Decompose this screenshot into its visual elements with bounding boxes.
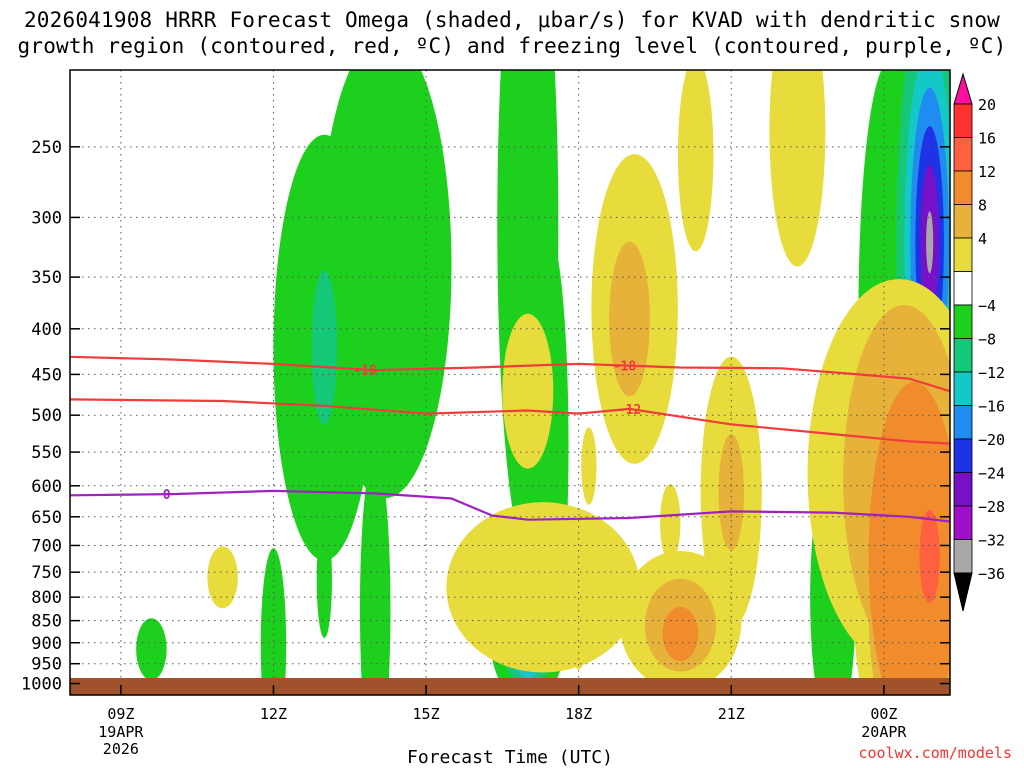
colorbar-swatch bbox=[953, 204, 973, 239]
y-tick-label: 950 bbox=[31, 655, 62, 675]
y-tick-label: 400 bbox=[31, 320, 62, 340]
colorbar-swatch bbox=[953, 338, 973, 373]
y-tick-label: 1000 bbox=[21, 675, 62, 695]
y-tick-label: 700 bbox=[31, 536, 62, 556]
y-tick-label: 350 bbox=[31, 268, 62, 288]
colorbar-label: 12 bbox=[978, 163, 996, 181]
omega-region-26 bbox=[718, 434, 744, 551]
omega-region-31 bbox=[581, 427, 597, 505]
omega-region-6 bbox=[359, 454, 391, 695]
x-tick-sublabel: 2026 bbox=[103, 740, 139, 758]
colorbar-label: 8 bbox=[978, 197, 987, 215]
x-tick-label: 21Z bbox=[718, 705, 745, 723]
omega-region-35 bbox=[662, 606, 699, 662]
x-tick-label: 18Z bbox=[565, 705, 592, 723]
omega-region-28 bbox=[502, 313, 554, 469]
y-tick-label: 550 bbox=[31, 443, 62, 463]
colorbar-swatch bbox=[953, 405, 973, 440]
colorbar-label: 4 bbox=[978, 230, 987, 248]
colorbar-label: −32 bbox=[978, 532, 1005, 550]
y-tick-label: 750 bbox=[31, 563, 62, 583]
y-tick-label: 500 bbox=[31, 406, 62, 426]
credit-link[interactable]: coolwx.com/models bbox=[858, 744, 1012, 762]
omega-region-30 bbox=[677, 70, 714, 252]
x-tick-label: 00Z bbox=[870, 705, 897, 723]
colorbar: 20 16 12 8 4 −4 −8 −12 −16 −20 −24 −28 −32 −36 bbox=[953, 72, 1005, 612]
omega-region-24 bbox=[609, 241, 650, 397]
colorbar-swatch bbox=[953, 170, 973, 205]
colorbar-label: −28 bbox=[978, 498, 1005, 516]
omega-shading bbox=[136, 70, 950, 695]
colorbar-label: −8 bbox=[978, 331, 996, 349]
omega-region-43 bbox=[919, 509, 940, 603]
y-tick-label: 300 bbox=[31, 208, 62, 228]
omega-region-9 bbox=[316, 521, 332, 638]
omega-region-27 bbox=[660, 483, 681, 562]
colorbar-swatch bbox=[953, 505, 973, 540]
y-tick-label: 450 bbox=[31, 365, 62, 385]
colorbar-swatch bbox=[953, 539, 973, 574]
y-tick-label: 650 bbox=[31, 508, 62, 528]
colorbar-label: −36 bbox=[978, 565, 1005, 583]
contour-lines: -18 -18 -12 0 bbox=[70, 355, 950, 523]
colorbar-label: −12 bbox=[978, 364, 1005, 382]
x-tick-sublabel: 19APR bbox=[98, 723, 144, 741]
colorbar-label: −24 bbox=[978, 465, 1005, 483]
contour--18 bbox=[70, 355, 950, 393]
omega-region-7 bbox=[260, 548, 287, 695]
colorbar-swatch bbox=[953, 371, 973, 406]
y-tick-label: 250 bbox=[31, 138, 62, 158]
chart-title-line-1: 2026041908 HRRR Forecast Omega (shaded, … bbox=[23, 8, 1001, 32]
omega-region-4 bbox=[311, 270, 338, 426]
y-tick-label: 900 bbox=[31, 634, 62, 654]
y-axis-ticks: 2503003504004505005506006507007508008509… bbox=[21, 138, 950, 695]
colorbar-label: 16 bbox=[978, 130, 996, 148]
contour-0 bbox=[70, 489, 950, 523]
omega-region-17 bbox=[926, 211, 934, 274]
colorbar-label: 20 bbox=[978, 96, 996, 114]
omega-region-37 bbox=[571, 607, 587, 670]
contour-label--12: -12 bbox=[618, 403, 641, 418]
x-tick-label: 15Z bbox=[413, 705, 440, 723]
omega-region-32 bbox=[446, 502, 640, 673]
x-axis-label: Forecast Time (UTC) bbox=[407, 747, 613, 768]
colorbar-bottom-arrow bbox=[953, 572, 973, 612]
contour-label--18: -18 bbox=[353, 363, 377, 378]
y-tick-label: 800 bbox=[31, 588, 62, 608]
colorbar-swatch bbox=[953, 271, 973, 306]
colorbar-label: −16 bbox=[978, 398, 1005, 416]
colorbar-swatch bbox=[953, 137, 973, 172]
x-tick-sublabel: 20APR bbox=[861, 723, 907, 741]
chart-title-line-2: growth region (contoured, red, ºC) and f… bbox=[17, 34, 1007, 58]
omega-region-42 bbox=[868, 382, 950, 695]
ground-surface bbox=[70, 678, 950, 695]
omega-region-29 bbox=[769, 70, 826, 267]
colorbar-swatch bbox=[953, 237, 973, 272]
x-tick-label: 09Z bbox=[107, 705, 134, 723]
colorbar-label: −20 bbox=[978, 431, 1005, 449]
y-tick-label: 850 bbox=[31, 612, 62, 632]
omega-region-36 bbox=[207, 546, 238, 609]
colorbar-swatch bbox=[953, 103, 973, 138]
y-tick-label: 600 bbox=[31, 477, 62, 497]
omega-region-8 bbox=[136, 618, 167, 681]
plot-frame bbox=[69, 69, 951, 696]
colorbar-swatch bbox=[953, 472, 973, 507]
colorbar-top-arrow bbox=[953, 72, 973, 105]
contour-label-0: 0 bbox=[163, 488, 171, 503]
colorbar-swatch bbox=[953, 438, 973, 473]
colorbar-label: −4 bbox=[978, 297, 996, 315]
colorbar-swatch bbox=[953, 304, 973, 339]
x-tick-label: 12Z bbox=[260, 705, 287, 723]
contour--12 bbox=[70, 398, 950, 445]
contour-label--18: -18 bbox=[613, 360, 637, 375]
